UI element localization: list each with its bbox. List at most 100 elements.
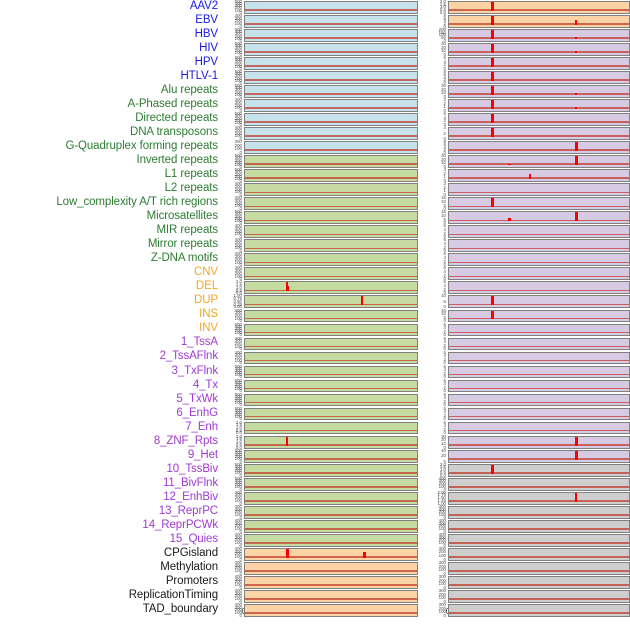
track-plot-area[interactable] xyxy=(448,337,630,351)
track-plot-area[interactable] xyxy=(244,575,418,589)
track-plot-area[interactable] xyxy=(244,379,418,393)
track-plot-area[interactable] xyxy=(448,197,630,211)
track-plot-area[interactable] xyxy=(448,155,630,169)
track-plot-area[interactable] xyxy=(244,29,418,42)
track-plot-area[interactable] xyxy=(448,365,630,379)
track-plot-area[interactable] xyxy=(448,169,630,183)
track-plot-area[interactable] xyxy=(448,519,630,533)
track-plot-area[interactable] xyxy=(244,449,418,463)
track-plot-area[interactable] xyxy=(244,295,418,309)
track-plot-area[interactable] xyxy=(448,281,630,295)
track-plot-area[interactable] xyxy=(448,575,630,589)
track-plot-area[interactable] xyxy=(244,421,418,435)
track-plot-area[interactable] xyxy=(448,295,630,309)
track-plot-area[interactable] xyxy=(244,519,418,533)
track-plot-area[interactable] xyxy=(448,449,630,463)
track-plot-area[interactable] xyxy=(244,57,418,70)
track-plot-area[interactable] xyxy=(448,589,630,603)
track-row: 0 100 200 300 400 500 xyxy=(222,391,418,407)
track-plot-area[interactable] xyxy=(448,421,630,435)
track-plot-area[interactable] xyxy=(448,407,630,421)
track-plot-area[interactable] xyxy=(244,533,418,547)
track-plot-area[interactable] xyxy=(448,1,630,14)
y-tick-label: 300 xyxy=(438,587,446,593)
track-plot-area[interactable] xyxy=(448,183,630,197)
track-plot-area[interactable] xyxy=(244,43,418,56)
track-plot-area[interactable] xyxy=(448,561,630,575)
track-plot-area[interactable] xyxy=(244,155,418,169)
track-plot-area[interactable] xyxy=(448,477,630,491)
track-plot-area[interactable] xyxy=(448,393,630,407)
track-plot-area[interactable] xyxy=(244,435,418,449)
track-plot-area[interactable] xyxy=(448,463,630,477)
track-plot-area[interactable] xyxy=(448,603,630,617)
track-plot-area[interactable] xyxy=(244,281,418,295)
track-plot-area[interactable] xyxy=(448,547,630,561)
track-plot-area[interactable] xyxy=(244,393,418,407)
track-plot-area[interactable] xyxy=(448,435,630,449)
track-plot-area[interactable] xyxy=(448,323,630,337)
y-tick-label: 2.0 xyxy=(439,0,446,4)
track-plot-area[interactable] xyxy=(448,533,630,547)
track-plot-area[interactable] xyxy=(244,547,418,561)
y-tick-label: 100 xyxy=(234,273,242,279)
y-tick-label: 200 xyxy=(234,61,242,67)
track-plot-area[interactable] xyxy=(448,309,630,323)
track-plot-area[interactable] xyxy=(244,337,418,351)
track-plot-area[interactable] xyxy=(244,15,418,28)
track-plot-area[interactable] xyxy=(244,407,418,421)
track-plot-area[interactable] xyxy=(448,57,630,70)
track-plot-area[interactable] xyxy=(448,505,630,519)
track-plot-area[interactable] xyxy=(448,491,630,505)
track-plot-area[interactable] xyxy=(448,379,630,393)
track-plot-area[interactable] xyxy=(244,309,418,323)
track-plot-area[interactable] xyxy=(244,477,418,491)
track-plot-area[interactable] xyxy=(244,561,418,575)
track-plot-area[interactable] xyxy=(448,85,630,98)
track-plot-area[interactable] xyxy=(448,211,630,225)
track-plot-area[interactable] xyxy=(448,29,630,42)
track-plot-area[interactable] xyxy=(244,113,418,126)
track-plot-area[interactable] xyxy=(244,71,418,84)
track-plot-area[interactable] xyxy=(244,183,418,197)
track-plot-area[interactable] xyxy=(244,141,418,155)
track-plot-area[interactable] xyxy=(448,253,630,267)
track-plot-area[interactable] xyxy=(244,365,418,379)
track-plot-area[interactable] xyxy=(244,1,418,14)
track-plot-area[interactable] xyxy=(244,463,418,477)
track-plot-area[interactable] xyxy=(448,43,630,56)
track-plot-area[interactable] xyxy=(244,211,418,225)
track-plot-area[interactable] xyxy=(448,351,630,365)
track-plot-area[interactable] xyxy=(448,239,630,253)
track-plot-area[interactable] xyxy=(244,603,418,617)
track-plot-area[interactable] xyxy=(448,15,630,28)
track-plot-area[interactable] xyxy=(448,71,630,84)
track-plot-area[interactable] xyxy=(448,267,630,281)
track-plot-area[interactable] xyxy=(244,225,418,239)
track-plot-area[interactable] xyxy=(244,253,418,267)
track-plot-area[interactable] xyxy=(244,505,418,519)
track-plot-area[interactable] xyxy=(244,323,418,337)
track-plot-area[interactable] xyxy=(244,239,418,253)
track-plot-area[interactable] xyxy=(244,99,418,112)
track-baseline xyxy=(245,584,417,586)
track-plot-area[interactable] xyxy=(448,99,630,112)
track-plot-area[interactable] xyxy=(244,351,418,365)
track-plot-area[interactable] xyxy=(244,589,418,603)
track-plot-area[interactable] xyxy=(448,113,630,126)
y-tick-label: 0 xyxy=(443,388,446,394)
track-label-cnv: CNV xyxy=(194,266,218,279)
track-plot-area[interactable] xyxy=(448,127,630,141)
track-plot-area[interactable] xyxy=(244,197,418,211)
y-tick-label: 3 xyxy=(443,181,446,187)
track-plot-area[interactable] xyxy=(244,85,418,98)
track-plot-area[interactable] xyxy=(244,127,418,141)
track-plot-area[interactable] xyxy=(448,141,630,155)
track-plot-area[interactable] xyxy=(448,225,630,239)
track-plot-area[interactable] xyxy=(244,491,418,505)
y-tick-label: 0 xyxy=(443,318,446,324)
track-plot-area[interactable] xyxy=(244,267,418,281)
track-plot-area[interactable] xyxy=(244,169,418,183)
